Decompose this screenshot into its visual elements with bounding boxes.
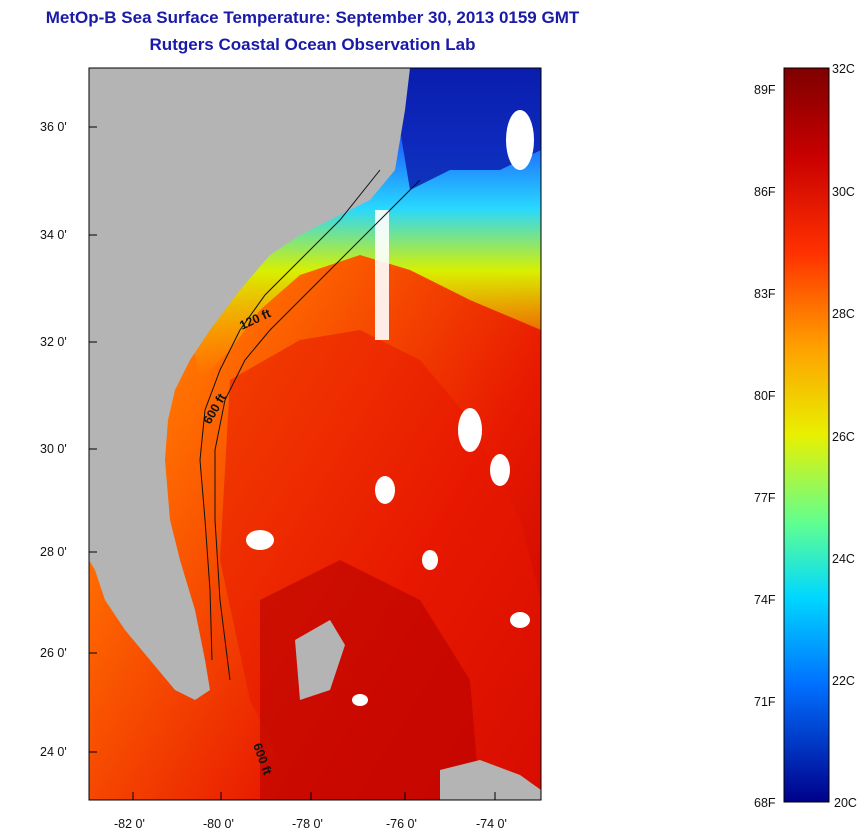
colorbar-c-label: 26C: [832, 430, 855, 444]
lat-tick-label: 30 0': [40, 442, 67, 456]
colorbar-c-label: 22C: [832, 674, 855, 688]
lat-tick-label: 26 0': [40, 646, 67, 660]
sst-field: [89, 68, 541, 800]
land-cuba: [440, 760, 541, 800]
land-bahamas: [295, 620, 345, 700]
map-subtitle: Rutgers Coastal Ocean Observation Lab: [149, 35, 476, 54]
colorbar-f-label: 71F: [754, 695, 776, 709]
lat-tick-label: 36 0': [40, 120, 67, 134]
latitude-axis: 36 0' 34 0' 32 0' 30 0' 28 0' 26 0' 24 0…: [40, 120, 97, 759]
colorbar-f-label: 74F: [754, 593, 776, 607]
colorbar-f-label: 89F: [754, 83, 776, 97]
longitude-axis: -82 0' -80 0' -78 0' -76 0' -74 0': [114, 792, 507, 831]
land-us-coast: [89, 68, 410, 700]
colorbar: 32C 30C 28C 26C 24C 22C 20C 89F 86F 83F …: [754, 62, 857, 810]
colorbar-f-label: 68F: [754, 796, 776, 810]
lon-tick-label: -80 0': [203, 817, 234, 831]
cloud-mask: [246, 110, 534, 706]
map-title: MetOp-B Sea Surface Temperature: Septemb…: [45, 8, 580, 27]
lat-tick-label: 28 0': [40, 545, 67, 559]
colorbar-c-label: 28C: [832, 307, 855, 321]
lat-tick-label: 24 0': [40, 745, 67, 759]
lat-tick-label: 32 0': [40, 335, 67, 349]
colorbar-f-label: 83F: [754, 287, 776, 301]
colorbar-c-label: 20C: [834, 796, 857, 810]
lon-tick-label: -76 0': [386, 817, 417, 831]
lon-tick-label: -78 0': [292, 817, 323, 831]
colorbar-c-label: 32C: [832, 62, 855, 76]
lon-tick-label: -74 0': [476, 817, 507, 831]
colorbar-c-label: 24C: [832, 552, 855, 566]
colorbar-c-label: 30C: [832, 185, 855, 199]
colorbar-f-label: 80F: [754, 389, 776, 403]
colorbar-f-label: 77F: [754, 491, 776, 505]
colorbar-f-label: 86F: [754, 185, 776, 199]
lat-tick-label: 34 0': [40, 228, 67, 242]
lon-tick-label: -82 0': [114, 817, 145, 831]
